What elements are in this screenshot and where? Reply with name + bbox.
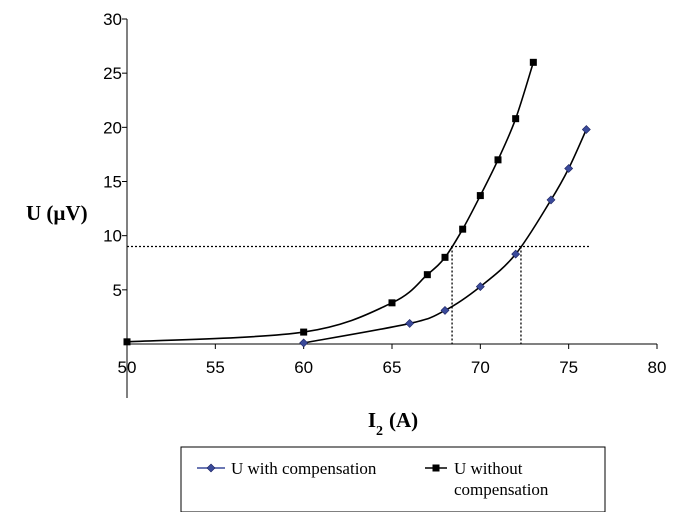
tick-labels: 5 10 15 20 25 30 50 55 60 65 70 75 80 [103, 10, 666, 377]
series-group [299, 125, 591, 348]
y-tick-label: 25 [103, 64, 122, 83]
x-axis-title-subscript: 2 [376, 424, 383, 439]
series [123, 58, 591, 348]
y-tick-label: 15 [103, 173, 122, 192]
data-point-with-compensation [405, 318, 415, 328]
data-point-with-compensation [581, 125, 591, 134]
series-line [126, 62, 535, 343]
legend-marker-without-compensation [432, 464, 440, 472]
data-point-without-compensation [123, 338, 131, 346]
legend-label-without-compensation-line2: compensation [454, 480, 549, 499]
x-tick-label: 60 [294, 358, 313, 377]
y-tick-label: 5 [113, 281, 122, 300]
y-tick-label: 20 [103, 118, 122, 137]
legend-label-with-compensation: U with compensation [231, 459, 377, 478]
data-point-with-compensation [546, 195, 556, 205]
x-axis-title: I2 (A) [368, 408, 418, 439]
x-tick-label: 70 [471, 358, 490, 377]
x-axis-title-main: I [368, 408, 376, 432]
legend-label-without-compensation-line1: U without [454, 459, 523, 478]
series-group [123, 58, 537, 346]
data-point-without-compensation [476, 192, 484, 200]
x-tick-label: 80 [648, 358, 667, 377]
data-point-without-compensation [494, 156, 502, 164]
legend-marker-with-compensation [206, 463, 216, 473]
x-tick-label: 65 [383, 358, 402, 377]
legend-box [180, 446, 606, 512]
x-tick-label: 50 [118, 358, 137, 377]
data-point-with-compensation [511, 249, 521, 259]
data-point-without-compensation [512, 115, 520, 123]
axes [122, 18, 658, 398]
data-point-without-compensation [529, 58, 537, 66]
x-axis-title-unit: (A) [389, 408, 418, 432]
y-tick-label: 10 [103, 227, 122, 246]
x-tick-label: 55 [206, 358, 225, 377]
data-point-with-compensation [475, 282, 485, 292]
x-tick-label: 75 [559, 358, 578, 377]
reference-lines [127, 245, 590, 344]
y-tick-label: 30 [103, 10, 122, 29]
data-point-without-compensation [441, 253, 449, 261]
data-point-without-compensation [423, 271, 431, 279]
y-axis-title: U (µV) [26, 201, 88, 225]
data-point-with-compensation [564, 164, 574, 173]
data-point-with-compensation [299, 338, 309, 348]
legend: U with compensation U without compensatio… [180, 446, 606, 512]
data-point-without-compensation [388, 299, 396, 307]
data-point-without-compensation [300, 328, 308, 336]
data-point-with-compensation [440, 305, 450, 315]
data-point-without-compensation [459, 225, 467, 233]
legend-label-without-compensation: U without compensation [454, 459, 549, 499]
